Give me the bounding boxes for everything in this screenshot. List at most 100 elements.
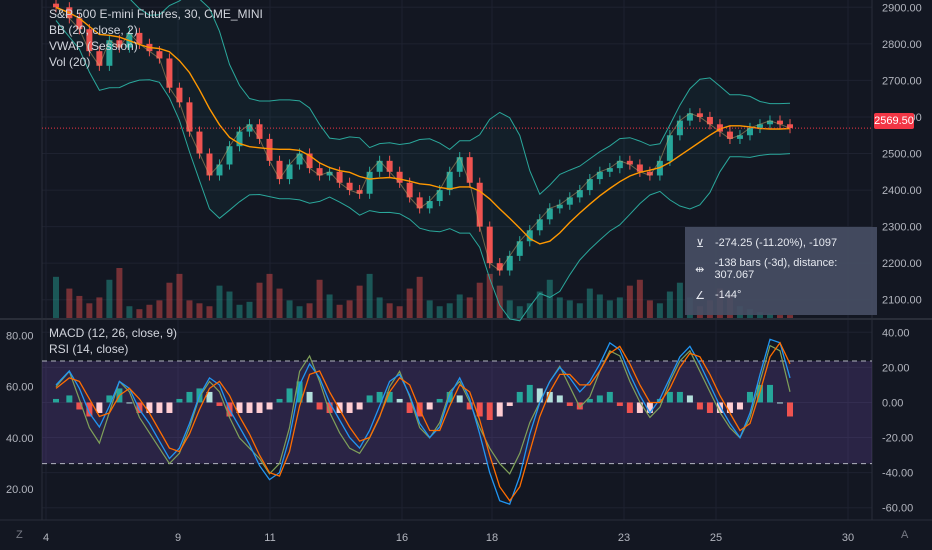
candle-body [536,219,543,231]
histogram-bar [766,384,773,403]
volume-bar [236,304,243,318]
candle-body [406,182,413,198]
candle-body [396,171,403,183]
macd-tick-label: 40.00 [882,327,910,339]
candle-body [556,204,563,209]
histogram-bar [286,388,293,403]
candle-body [476,182,483,227]
candle-body [706,116,713,125]
main-legend: S&P 500 E-mini Futures, 30, CME_MINI BB … [49,6,263,70]
volume-bar [566,300,573,318]
histogram-bar [356,402,363,410]
candle-body [506,255,513,271]
volume-bar [196,303,203,318]
time-tick-label: 18 [486,532,498,544]
histogram-bar [746,391,753,403]
candle-body [116,40,123,48]
measure-angle-row: ∠ -144° [685,285,877,305]
histogram-bar [316,402,323,410]
measure-bars-row: ⇹ -138 bars (-3d), distance: 307.067 [685,257,877,281]
volume-bar [616,297,623,318]
volume-bar [226,291,233,318]
macd-line [55,338,791,506]
volume-bar [476,282,483,318]
candle-body [326,171,333,176]
price-tick-label: 2100.00 [882,295,922,307]
indicator-legend: MACD (12, 26, close, 9) RSI (14, close) [49,325,177,357]
histogram-bar [53,398,59,403]
histogram-bar [326,402,333,413]
legend-bb[interactable]: BB (20, close, 2) [49,23,138,37]
volume-bar [186,300,193,318]
volume-bar [436,306,443,318]
histogram-bar [506,402,513,406]
candle-body [456,157,463,172]
legend-vwap[interactable]: VWAP (Session) [49,39,138,53]
candle-body [726,131,733,139]
legend-macd[interactable]: MACD (12, 26, close, 9) [49,326,178,340]
volume-bar [486,273,493,318]
volume-bar [176,273,183,318]
bb-lower-line [55,20,791,322]
candle-body [676,120,683,136]
histogram-bar [186,391,193,403]
histogram-bar [476,402,483,417]
legend-symbol[interactable]: S&P 500 E-mini Futures, 30, CME_MINI [49,7,263,21]
legend-vol[interactable]: Vol (20) [49,55,91,69]
histogram-bar [426,402,433,410]
candle-body [76,18,83,30]
rsi-tick-label: 60.00 [6,382,34,394]
bb-upper-line [130,0,791,196]
measure-price-change: -274.25 (-11.20%), -1097 [715,237,838,249]
volume-bar [406,288,413,318]
histogram-bar [626,402,633,413]
volume-bar [576,303,583,318]
candle-body [766,120,773,125]
candle-body [486,226,493,264]
candle-body [196,131,203,154]
volume-bar [266,273,273,318]
rsi-tick-label: 20.00 [6,484,34,496]
measure-price-row: ⊻ -274.25 (-11.20%), -1097 [685,233,877,253]
volume-bar [116,268,123,318]
volume-bar [296,306,303,318]
candle-body [53,3,59,8]
histogram-bar [466,402,473,410]
auto-scale-button[interactable]: A [901,529,909,541]
candle-body [176,87,183,103]
candle-body [466,157,473,183]
signal-line [55,341,791,502]
volume-bar [626,285,633,318]
histogram-bar [176,398,183,403]
macd-tick-label: 20.00 [882,362,910,374]
candle-body [496,263,503,271]
volume-bar [86,303,93,318]
histogram-bar [256,402,263,413]
histogram-bar [106,395,113,403]
candle-body [736,135,743,139]
volume-bar [96,297,103,318]
candle-body [236,131,243,147]
candle-body [296,153,303,165]
histogram-bar [136,402,143,413]
candle-body [776,120,783,125]
volume-bar [596,294,603,318]
candle-body [366,171,373,194]
candle-body [616,160,623,169]
histogram-bar [486,402,493,420]
candle-body [756,124,763,128]
histogram-bar [586,398,593,403]
candle-body [696,113,703,117]
measure-angle: -144° [715,289,742,301]
candle-body [546,208,553,220]
macd-tick-label: 0.00 [882,397,903,409]
candle-body [106,40,113,66]
candle-body [446,171,453,191]
volume-bar [346,300,353,318]
price-tick-label: 2200.00 [882,258,922,270]
candle-body [596,171,603,180]
legend-rsi[interactable]: RSI (14, close) [49,342,129,356]
histogram-bar [96,402,103,413]
candle-body [426,201,433,209]
timezone-button[interactable]: Z [16,529,23,541]
